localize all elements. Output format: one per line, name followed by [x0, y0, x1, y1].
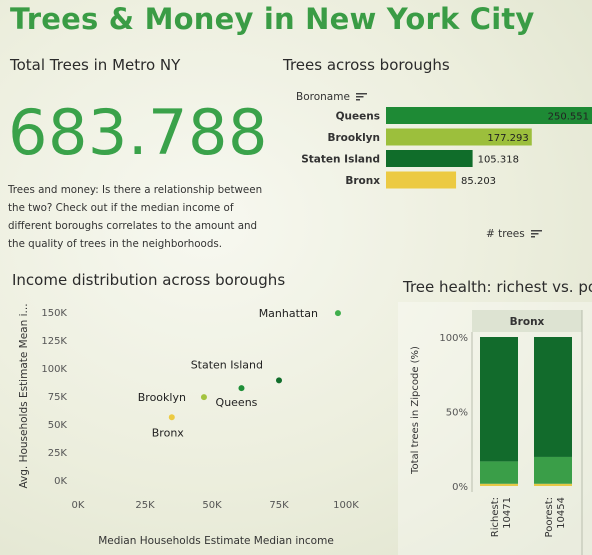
- dashboard-title: Trees & Money in New York City: [10, 2, 535, 36]
- income-scatter-chart: 0K 25K 50K 75K 100K 125K 150K 0K 25K 50K 75K 100K Me…: [18, 303, 359, 547]
- scatter-label-queens: Queens: [216, 396, 258, 409]
- y-axis-label: Avg. Households Estimate Mean i...: [18, 303, 30, 488]
- health-y-axis-label: Total trees in Zipcode (%): [410, 346, 421, 475]
- scatter-point-queens[interactable]: [238, 385, 245, 392]
- bar-queens[interactable]: [386, 107, 592, 124]
- scatter-label-brooklyn: Brooklyn: [138, 391, 186, 404]
- panel-header-bg: [472, 310, 582, 332]
- stack-seg-poorest-10454-2[interactable]: [534, 337, 572, 457]
- boroughs-chart-heading: Trees across boroughs: [283, 56, 450, 74]
- scatter-label-staten-island: Staten Island: [191, 358, 263, 371]
- y-tick-label: 100K: [41, 364, 67, 375]
- trees-sort-header[interactable]: # trees: [486, 228, 543, 240]
- boroughs-bar-chart: Queens 250.551 Brooklyn 177.293 Staten Islan…: [301, 107, 592, 189]
- bar-value-staten-island: 105.318: [478, 155, 519, 166]
- y-tick-label: 125K: [41, 336, 67, 347]
- scatter-point-brooklyn[interactable]: [200, 394, 207, 401]
- x-tick-label: 75K: [269, 500, 289, 511]
- trees-measure-label: # trees: [486, 228, 525, 240]
- stack-seg-poorest-10454-1[interactable]: [534, 456, 572, 484]
- sort-icon: [356, 93, 368, 101]
- sort-icon: [531, 230, 543, 238]
- bar-brooklyn[interactable]: [386, 128, 532, 146]
- x-tick-label: 50K: [202, 500, 222, 511]
- tree-health-chart: Bronx 0% 50% 100% Total trees in Zipcode (%)…: [398, 302, 592, 555]
- stack-seg-richest-10471-2[interactable]: [480, 337, 518, 462]
- health-y-tick: 100%: [439, 333, 468, 344]
- scatter-point-staten-island[interactable]: [276, 377, 282, 384]
- panel-header-label: Bronx: [510, 316, 545, 328]
- y-tick-label: 150K: [41, 308, 67, 319]
- x-axis-label: Median Households Estimate Median income: [98, 535, 334, 547]
- bar-label-brooklyn: Brooklyn: [327, 132, 380, 144]
- bar-label-staten-island: Staten Island: [301, 154, 380, 166]
- total-trees-value: 683.788: [8, 96, 268, 169]
- bar-label-bronx: Bronx: [345, 175, 380, 187]
- bar-value-brooklyn: 177.293: [487, 133, 528, 144]
- y-tick-label: 25K: [48, 448, 68, 459]
- bar-value-bronx: 85.203: [461, 176, 496, 187]
- income-chart-heading: Income distribution across boroughs: [12, 271, 286, 289]
- x-tick-label: 25K: [135, 500, 155, 511]
- total-trees-description: Trees and money: Is there a relationship…: [8, 184, 263, 250]
- bar-bronx[interactable]: [386, 171, 457, 189]
- x-tick-label: 0K: [72, 500, 85, 511]
- bar-staten-island[interactable]: [386, 150, 473, 167]
- category-label-poorest-10454: Poorest:10454: [544, 497, 567, 537]
- scatter-point-manhattan[interactable]: [334, 310, 341, 317]
- y-tick-label: 75K: [48, 392, 68, 403]
- health-y-tick: 50%: [446, 408, 468, 419]
- boroname-sort-header[interactable]: Boroname: [296, 91, 368, 103]
- health-y-tick: 0%: [452, 482, 468, 493]
- health-chart-heading: Tree health: richest vs. po: [403, 278, 592, 296]
- total-trees-heading: Total Trees in Metro NY: [10, 56, 181, 74]
- category-label-richest-10471: Richest:10471: [490, 497, 513, 537]
- y-tick-label: 0K: [54, 476, 67, 487]
- stack-seg-poorest-10454-0[interactable]: [534, 483, 572, 486]
- scatter-point-bronx[interactable]: [168, 414, 175, 421]
- boroname-label: Boroname: [296, 91, 350, 103]
- scatter-label-manhattan: Manhattan: [259, 307, 318, 320]
- scatter-label-bronx: Bronx: [152, 426, 185, 439]
- stack-seg-richest-10471-0[interactable]: [480, 483, 518, 486]
- stack-seg-richest-10471-1[interactable]: [480, 461, 518, 484]
- y-tick-label: 50K: [48, 420, 68, 431]
- bar-value-queens: 250.551: [548, 112, 589, 123]
- x-tick-label: 100K: [333, 500, 359, 511]
- bar-label-queens: Queens: [336, 111, 380, 123]
